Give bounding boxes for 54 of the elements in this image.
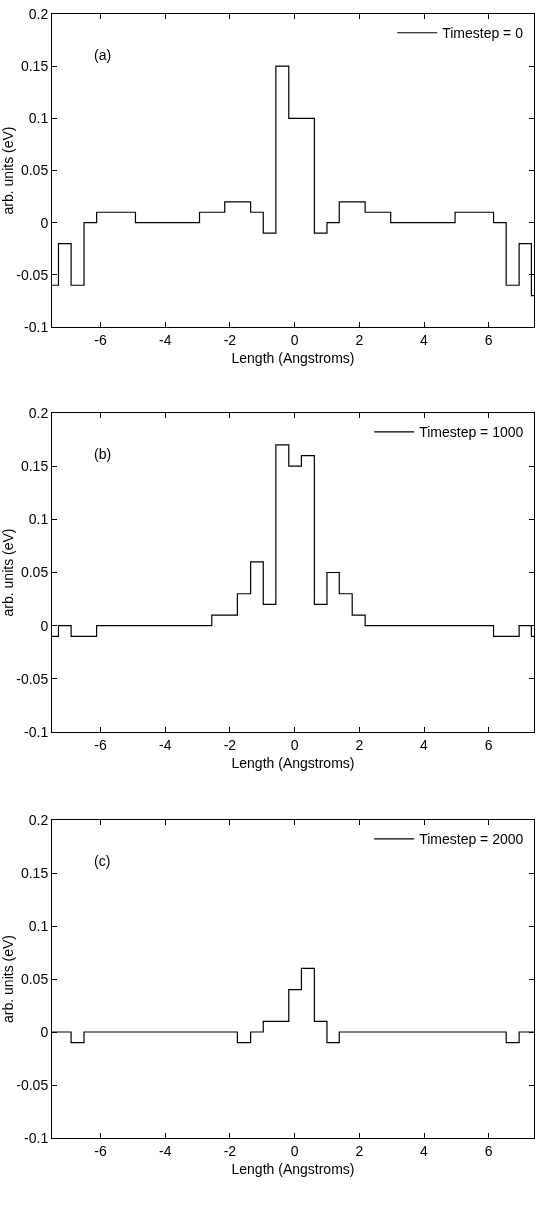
x-tick-label: 2 — [355, 1142, 364, 1159]
x-tick-label: -2 — [223, 736, 237, 753]
x-tick-label: 4 — [420, 1142, 429, 1159]
y-tick-label: 0.15 — [20, 458, 49, 475]
legend-label: Timestep = 2000 — [419, 831, 524, 848]
x-tick-label: 0 — [290, 331, 299, 348]
y-tick-label: 0.15 — [20, 58, 49, 75]
y-tick-label: 0.05 — [20, 564, 49, 581]
x-tick-label: 2 — [355, 331, 364, 348]
x-axis-title: Length (Angstroms) — [231, 1161, 355, 1178]
x-tick-label: 6 — [484, 1142, 493, 1159]
x-tick-label: 2 — [355, 736, 364, 753]
x-tick-label: -2 — [223, 331, 237, 348]
y-tick-label: 0.1 — [28, 110, 49, 127]
legend-label: Timestep = 0 — [442, 25, 524, 42]
x-axis-title: Length (Angstroms) — [231, 755, 355, 772]
x-tick-label: -4 — [158, 1142, 172, 1159]
y-tick-label: 0 — [40, 617, 49, 634]
y-tick-label: -0.1 — [24, 1129, 49, 1146]
y-axis-title: arb. units (eV) — [0, 935, 16, 1023]
y-tick-label: 0.2 — [28, 404, 49, 421]
y-tick-label: 0.1 — [28, 511, 49, 528]
y-axis-title: arb. units (eV) — [0, 126, 16, 215]
annotation: (c) — [94, 853, 111, 869]
x-tick-label: 0 — [290, 736, 299, 753]
y-tick-label: -0.05 — [16, 266, 49, 283]
legend-label: Timestep = 1000 — [419, 424, 524, 441]
y-tick-label: 0.2 — [28, 5, 49, 22]
x-tick-label: 6 — [484, 736, 493, 753]
x-tick-label: -6 — [94, 1142, 107, 1159]
x-tick-label: -4 — [158, 331, 172, 348]
x-tick-label: -4 — [158, 736, 172, 753]
y-axis-title: arb. units (eV) — [0, 528, 16, 617]
y-tick-label: -0.1 — [24, 318, 49, 335]
y-tick-label: 0.1 — [28, 917, 49, 934]
y-tick-label: 0 — [40, 214, 49, 231]
y-tick-label: -0.05 — [16, 670, 49, 687]
x-tick-label: -2 — [223, 1142, 237, 1159]
annotation: (b) — [94, 446, 112, 462]
y-tick-label: 0 — [40, 1023, 49, 1040]
y-tick-label: -0.1 — [24, 723, 49, 740]
x-tick-label: 6 — [484, 331, 493, 348]
y-tick-label: -0.05 — [16, 1076, 49, 1093]
y-tick-label: 0.15 — [20, 864, 49, 881]
x-tick-label: 0 — [290, 1142, 299, 1159]
y-tick-label: 0.05 — [20, 970, 49, 987]
y-tick-label: 0.05 — [20, 162, 49, 179]
x-tick-label: -6 — [94, 331, 107, 348]
x-tick-label: 4 — [420, 736, 429, 753]
y-tick-label: 0.2 — [28, 811, 49, 828]
x-tick-label: -6 — [94, 736, 107, 753]
x-tick-label: 4 — [420, 331, 429, 348]
annotation: (a) — [94, 47, 112, 63]
x-axis-title: Length (Angstroms) — [231, 350, 355, 367]
